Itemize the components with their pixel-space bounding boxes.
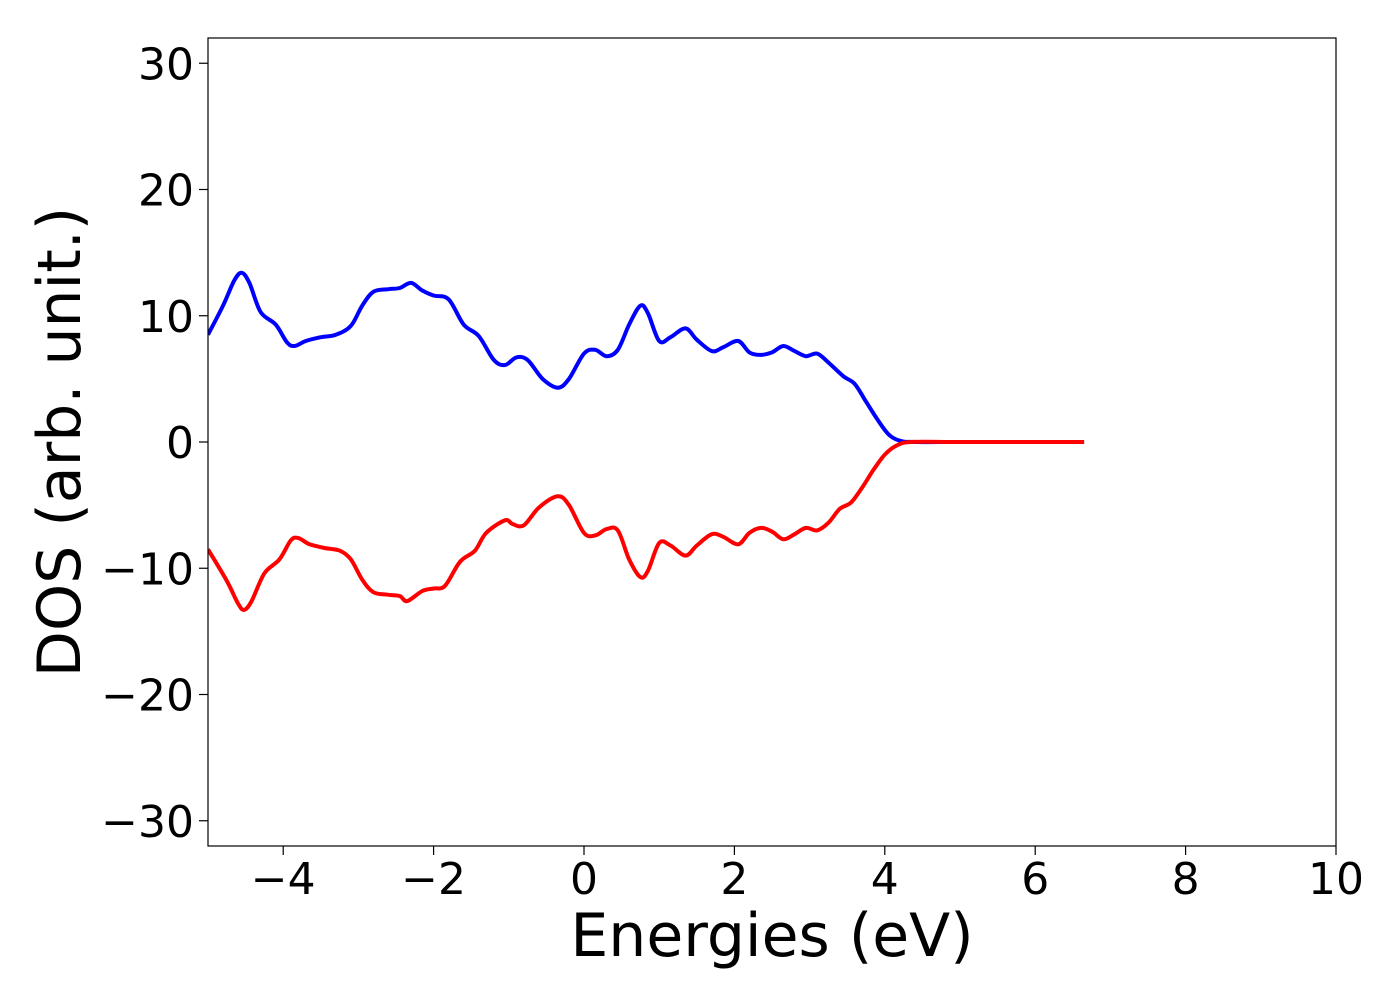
- y-tick-label: 0: [166, 418, 194, 469]
- y-tick-label: 30: [138, 39, 194, 90]
- y-tick-label: −30: [101, 797, 194, 848]
- dos-series-down-line: [208, 439, 1085, 612]
- series-layer: [208, 270, 1085, 612]
- x-tick-label: 4: [871, 854, 899, 905]
- x-tick-label: 0: [570, 854, 598, 905]
- y-tick-label: 20: [138, 166, 194, 217]
- x-tick-label: 6: [1021, 854, 1049, 905]
- x-tick-label: 2: [720, 854, 748, 905]
- y-tick-label: −10: [101, 544, 194, 595]
- x-tick-label: 8: [1172, 854, 1200, 905]
- plot-frame: [207, 37, 1337, 847]
- y-axis-label: DOS (arb. unit.): [25, 207, 95, 677]
- x-tick-label: −4: [251, 854, 316, 905]
- x-axis-label: Energies (eV): [570, 901, 973, 971]
- y-tick-label: 10: [138, 292, 194, 343]
- x-tick-label: 10: [1308, 854, 1364, 905]
- y-tick-label: −20: [101, 671, 194, 722]
- x-tick-label: −2: [401, 854, 466, 905]
- dos-series-up-line: [208, 270, 1085, 445]
